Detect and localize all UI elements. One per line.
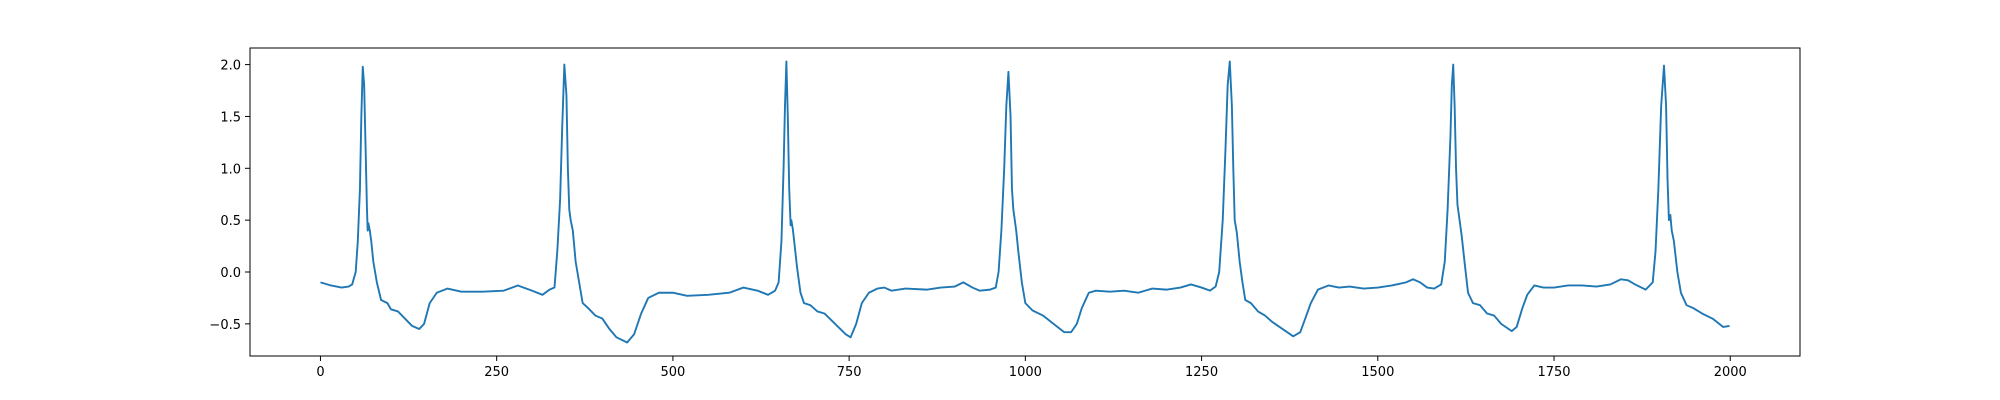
y-tick-label: 0.5: [220, 214, 241, 229]
x-tick-label: 1000: [1009, 365, 1042, 380]
plot-frame: [249, 47, 1801, 357]
y-tick-label: 1.5: [220, 110, 241, 125]
x-tick-label: 0: [316, 365, 324, 380]
y-tick-label: 0.0: [220, 266, 241, 281]
x-tick-label: 1750: [1537, 365, 1570, 380]
x-tick-label: 250: [484, 365, 509, 380]
x-tick-label: 1500: [1361, 365, 1394, 380]
y-tick-label: 1.0: [220, 162, 241, 177]
data-line: [320, 60, 1730, 344]
x-tick-label: 1250: [1185, 365, 1218, 380]
y-tick-label: −0.5: [209, 318, 241, 333]
x-tick-label: 2000: [1714, 365, 1747, 380]
x-tick-label: 750: [837, 365, 862, 380]
y-tick-label: 2.0: [220, 59, 241, 74]
x-tick-label: 500: [660, 365, 685, 380]
